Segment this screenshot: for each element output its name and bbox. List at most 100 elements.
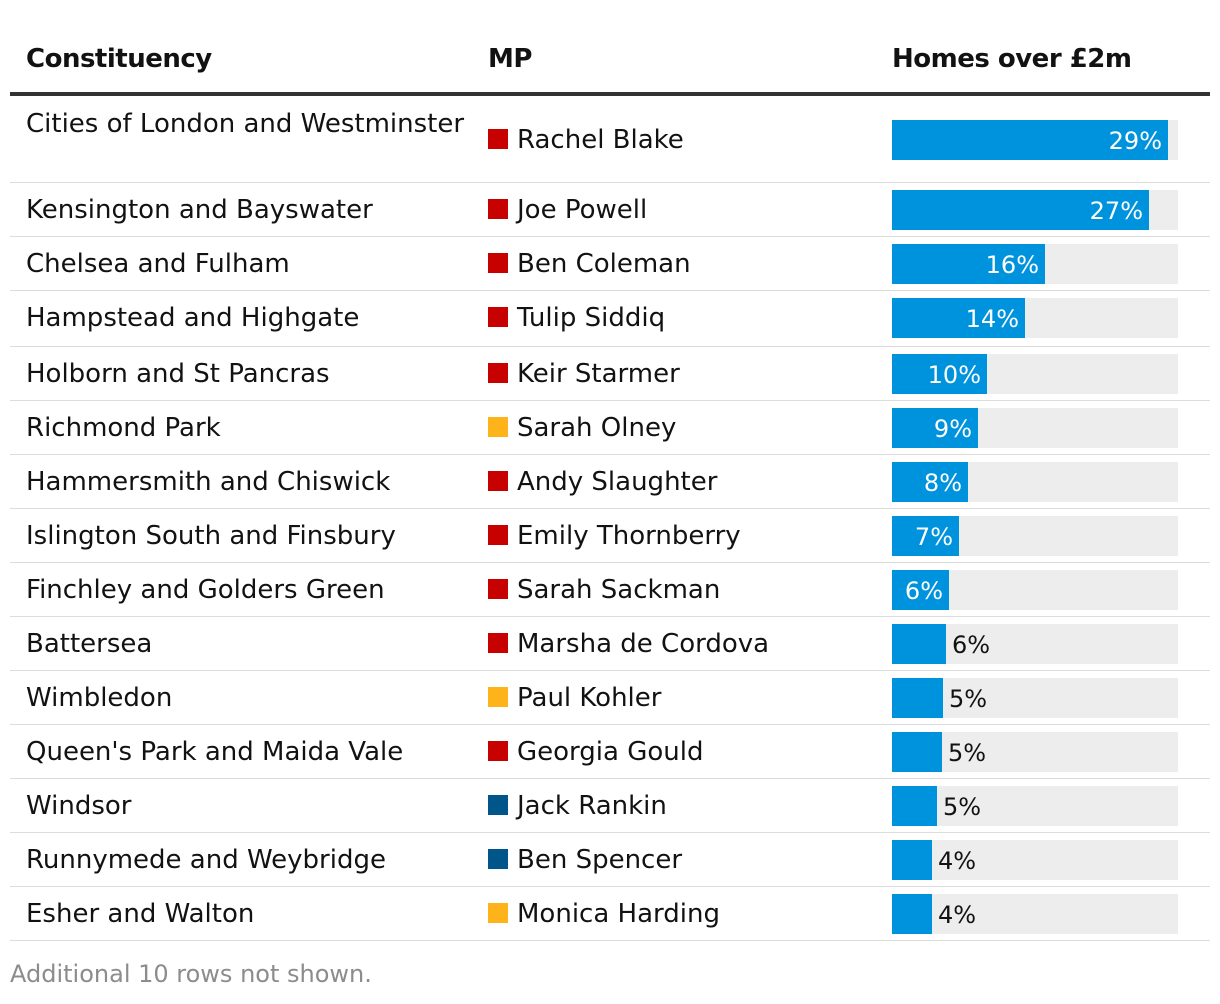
party-swatch	[488, 199, 508, 219]
table-row: Kensington and Bayswater Joe Powell 27%	[10, 183, 1210, 237]
table-row: Hammersmith and Chiswick Andy Slaughter 8%	[10, 455, 1210, 509]
value-label: 6%	[952, 631, 991, 659]
value-label: 5%	[948, 739, 987, 767]
table-body: Cities of London and Westminster Rachel B…	[10, 96, 1210, 941]
mp-name: Sarah Sackman	[517, 575, 721, 605]
value-bar	[892, 840, 932, 880]
constituency-cell: Wimbledon	[26, 683, 173, 713]
party-swatch	[488, 129, 508, 149]
bar-track: 5%	[892, 786, 1178, 826]
value-bar	[892, 462, 968, 502]
bar-track: 14%	[892, 298, 1178, 338]
value-label: 9%	[933, 415, 972, 443]
value-bar	[892, 516, 959, 556]
mp-cell: Keir Starmer	[488, 358, 680, 390]
mp-name: Rachel Blake	[517, 125, 684, 155]
mp-cell: Ben Spencer	[488, 844, 682, 876]
value-bar	[892, 190, 1149, 230]
value-bar	[892, 120, 1168, 160]
constituency-cell: Battersea	[26, 629, 153, 659]
mp-cell: Rachel Blake	[488, 124, 684, 156]
bar-track: 16%	[892, 244, 1178, 284]
constituency-cell: Runnymede and Weybridge	[26, 845, 386, 875]
constituency-cell: Islington South and Finsbury	[26, 521, 396, 551]
mp-name: Monica Harding	[517, 899, 720, 929]
party-swatch	[488, 525, 508, 545]
value-bar	[892, 570, 949, 610]
table-row: Wimbledon Paul Kohler 5%	[10, 671, 1210, 725]
value-bar	[892, 786, 937, 826]
mp-cell: Jack Rankin	[488, 790, 667, 822]
party-swatch	[488, 687, 508, 707]
header-constituency: Constituency	[26, 44, 212, 74]
party-swatch	[488, 579, 508, 599]
mp-cell: Monica Harding	[488, 898, 720, 930]
table-row: Esher and Walton Monica Harding 4%	[10, 887, 1210, 941]
bar-track: 9%	[892, 408, 1178, 448]
party-swatch	[488, 417, 508, 437]
value-bar	[892, 244, 1045, 284]
table-row: Richmond Park Sarah Olney 9%	[10, 401, 1210, 455]
value-label: 27%	[1089, 197, 1143, 225]
mp-cell: Emily Thornberry	[488, 520, 741, 552]
table-header: Constituency MP Homes over £2m	[10, 0, 1210, 96]
mp-name: Joe Powell	[517, 195, 648, 225]
table-row: Battersea Marsha de Cordova 6%	[10, 617, 1210, 671]
mp-cell: Paul Kohler	[488, 682, 661, 714]
value-label: 16%	[985, 251, 1039, 279]
bar-track: 6%	[892, 624, 1178, 664]
table-row: Windsor Jack Rankin 5%	[10, 779, 1210, 833]
mp-cell: Georgia Gould	[488, 736, 703, 768]
bar-track: 4%	[892, 840, 1178, 880]
header-mp: MP	[488, 44, 532, 74]
mp-name: Andy Slaughter	[517, 467, 718, 497]
table-row: Holborn and St Pancras Keir Starmer 10%	[10, 347, 1210, 401]
value-bar	[892, 678, 943, 718]
value-label: 7%	[914, 523, 953, 551]
constituency-cell: Esher and Walton	[26, 899, 255, 929]
table-row: Runnymede and Weybridge Ben Spencer 4%	[10, 833, 1210, 887]
value-label: 5%	[949, 685, 988, 713]
constituency-cell: Windsor	[26, 791, 132, 821]
value-label: 5%	[943, 793, 982, 821]
mp-name: Ben Coleman	[517, 249, 691, 279]
mp-name: Ben Spencer	[517, 845, 683, 875]
party-swatch	[488, 253, 508, 273]
value-label: 29%	[1108, 127, 1162, 155]
party-swatch	[488, 471, 508, 491]
data-table: Constituency MP Homes over £2m Cities of…	[10, 0, 1210, 941]
constituency-cell: Kensington and Bayswater	[26, 195, 373, 225]
table-row: Hampstead and Highgate Tulip Siddiq 14%	[10, 291, 1210, 347]
mp-name: Georgia Gould	[517, 737, 704, 767]
constituency-cell: Holborn and St Pancras	[26, 359, 330, 389]
bar-track: 6%	[892, 570, 1178, 610]
party-swatch	[488, 795, 508, 815]
mp-cell: Tulip Siddiq	[488, 302, 665, 334]
mp-cell: Sarah Sackman	[488, 574, 720, 606]
value-bar	[892, 408, 978, 448]
value-bar	[892, 354, 987, 394]
mp-name: Sarah Olney	[517, 413, 677, 443]
party-swatch	[488, 363, 508, 383]
party-swatch	[488, 741, 508, 761]
constituency-cell: Finchley and Golders Green	[26, 575, 385, 605]
header-homes-over-2m: Homes over £2m	[892, 44, 1132, 74]
footnote: Additional 10 rows not shown.	[10, 960, 372, 988]
party-swatch	[488, 307, 508, 327]
mp-cell: Andy Slaughter	[488, 466, 717, 498]
bar-track: 27%	[892, 190, 1178, 230]
constituency-cell: Richmond Park	[26, 413, 221, 443]
constituency-cell: Queen's Park and Maida Vale	[26, 737, 404, 767]
mp-cell: Marsha de Cordova	[488, 628, 769, 660]
bar-track: 5%	[892, 732, 1178, 772]
value-label: 14%	[965, 305, 1019, 333]
value-bar	[892, 298, 1025, 338]
value-bar	[892, 894, 932, 934]
value-label: 8%	[923, 469, 962, 497]
party-swatch	[488, 633, 508, 653]
table-row: Queen's Park and Maida Vale Georgia Gould…	[10, 725, 1210, 779]
value-label: 10%	[927, 361, 981, 389]
bar-track: 8%	[892, 462, 1178, 502]
table-row: Islington South and Finsbury Emily Thornb…	[10, 509, 1210, 563]
mp-cell: Joe Powell	[488, 194, 647, 226]
